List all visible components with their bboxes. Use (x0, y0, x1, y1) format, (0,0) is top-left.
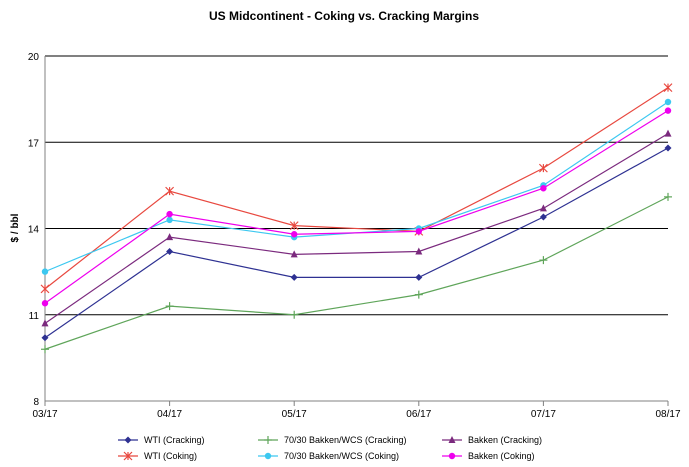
series-line (44, 101, 669, 273)
series-0 (41, 144, 672, 342)
y-tick-label: 20 (28, 52, 40, 63)
data-point (289, 221, 299, 231)
series-line (44, 133, 669, 324)
data-point (166, 216, 173, 224)
data-point (664, 144, 672, 152)
data-point (664, 192, 672, 201)
y-axis-label: $ / bbl (10, 213, 21, 242)
x-tick-label: 07/17 (531, 409, 556, 420)
legend-label: WTI (Cracking) (144, 435, 205, 445)
series-5 (41, 107, 672, 307)
data-point (165, 302, 174, 311)
legend-label: WTI (Coking) (144, 451, 197, 461)
data-point (664, 98, 672, 106)
data-point (41, 319, 49, 327)
y-tick-label: 8 (33, 397, 39, 408)
data-point (290, 273, 298, 281)
legend-marker (124, 436, 132, 444)
data-point (539, 213, 547, 221)
data-point (291, 231, 298, 238)
data-point (415, 273, 423, 281)
legend-item: Bakken (Cracking) (442, 435, 542, 445)
legend-label: 70/30 Bakken/WCS (Coking) (284, 451, 399, 461)
data-point (540, 185, 547, 192)
data-point (165, 186, 175, 196)
data-point (290, 250, 298, 258)
x-tick-label: 05/17 (282, 409, 307, 420)
data-point (41, 334, 49, 342)
data-point (539, 256, 548, 265)
data-point (290, 310, 299, 319)
data-point (539, 204, 547, 212)
data-point (414, 290, 423, 299)
series-group (40, 83, 673, 354)
x-tick-label: 06/17 (406, 409, 431, 420)
y-tick-label: 11 (29, 311, 40, 322)
series-line (44, 110, 669, 304)
series-1 (41, 192, 672, 354)
legend-marker (264, 436, 272, 444)
data-point (41, 268, 49, 275)
grid-lines (45, 55, 668, 316)
legend-item: 70/30 Bakken/WCS (Cracking) (258, 435, 407, 445)
legend-marker (264, 452, 272, 460)
series-4 (41, 98, 672, 275)
data-point (41, 345, 49, 354)
legend: WTI (Cracking) 70/30 Bakken/WCS (Cracking… (118, 435, 542, 461)
legend-label: Bakken (Coking) (468, 451, 535, 461)
legend-item: WTI (Cracking) (118, 435, 205, 445)
data-point (415, 247, 423, 255)
data-point (40, 284, 50, 294)
legend-item: 70/30 Bakken/WCS (Coking) (258, 451, 399, 461)
legend-item: Bakken (Coking) (442, 451, 535, 461)
axes: 8 11 14 17 20 03/17 04/17 05/17 06/17 07/17 08/17 (28, 52, 681, 420)
x-tick-label: 03/17 (32, 409, 57, 420)
x-tick-label: 08/17 (655, 409, 680, 420)
series-line (44, 147, 669, 339)
y-tick-label: 14 (28, 225, 40, 236)
data-point (41, 300, 49, 307)
legend-marker (123, 451, 133, 461)
data-point (166, 233, 174, 241)
data-point (166, 210, 173, 218)
series-3 (40, 83, 673, 294)
x-tick-label: 04/17 (157, 409, 182, 420)
y-tick-label: 17 (28, 138, 40, 149)
series-line (44, 196, 669, 350)
legend-marker (448, 436, 456, 443)
legend-item: WTI (Coking) (118, 451, 197, 461)
data-point (664, 107, 672, 114)
series-line (44, 87, 669, 290)
chart-title: US Midcontinent - Coking vs. Cracking Ma… (209, 9, 479, 23)
data-point (166, 248, 174, 255)
legend-marker (448, 452, 456, 460)
series-2 (41, 129, 672, 327)
legend-label: 70/30 Bakken/WCS (Cracking) (284, 435, 407, 445)
data-point (663, 83, 673, 93)
data-point (664, 129, 672, 137)
data-point (538, 163, 548, 173)
legend-label: Bakken (Cracking) (468, 435, 542, 445)
data-point (415, 228, 422, 235)
